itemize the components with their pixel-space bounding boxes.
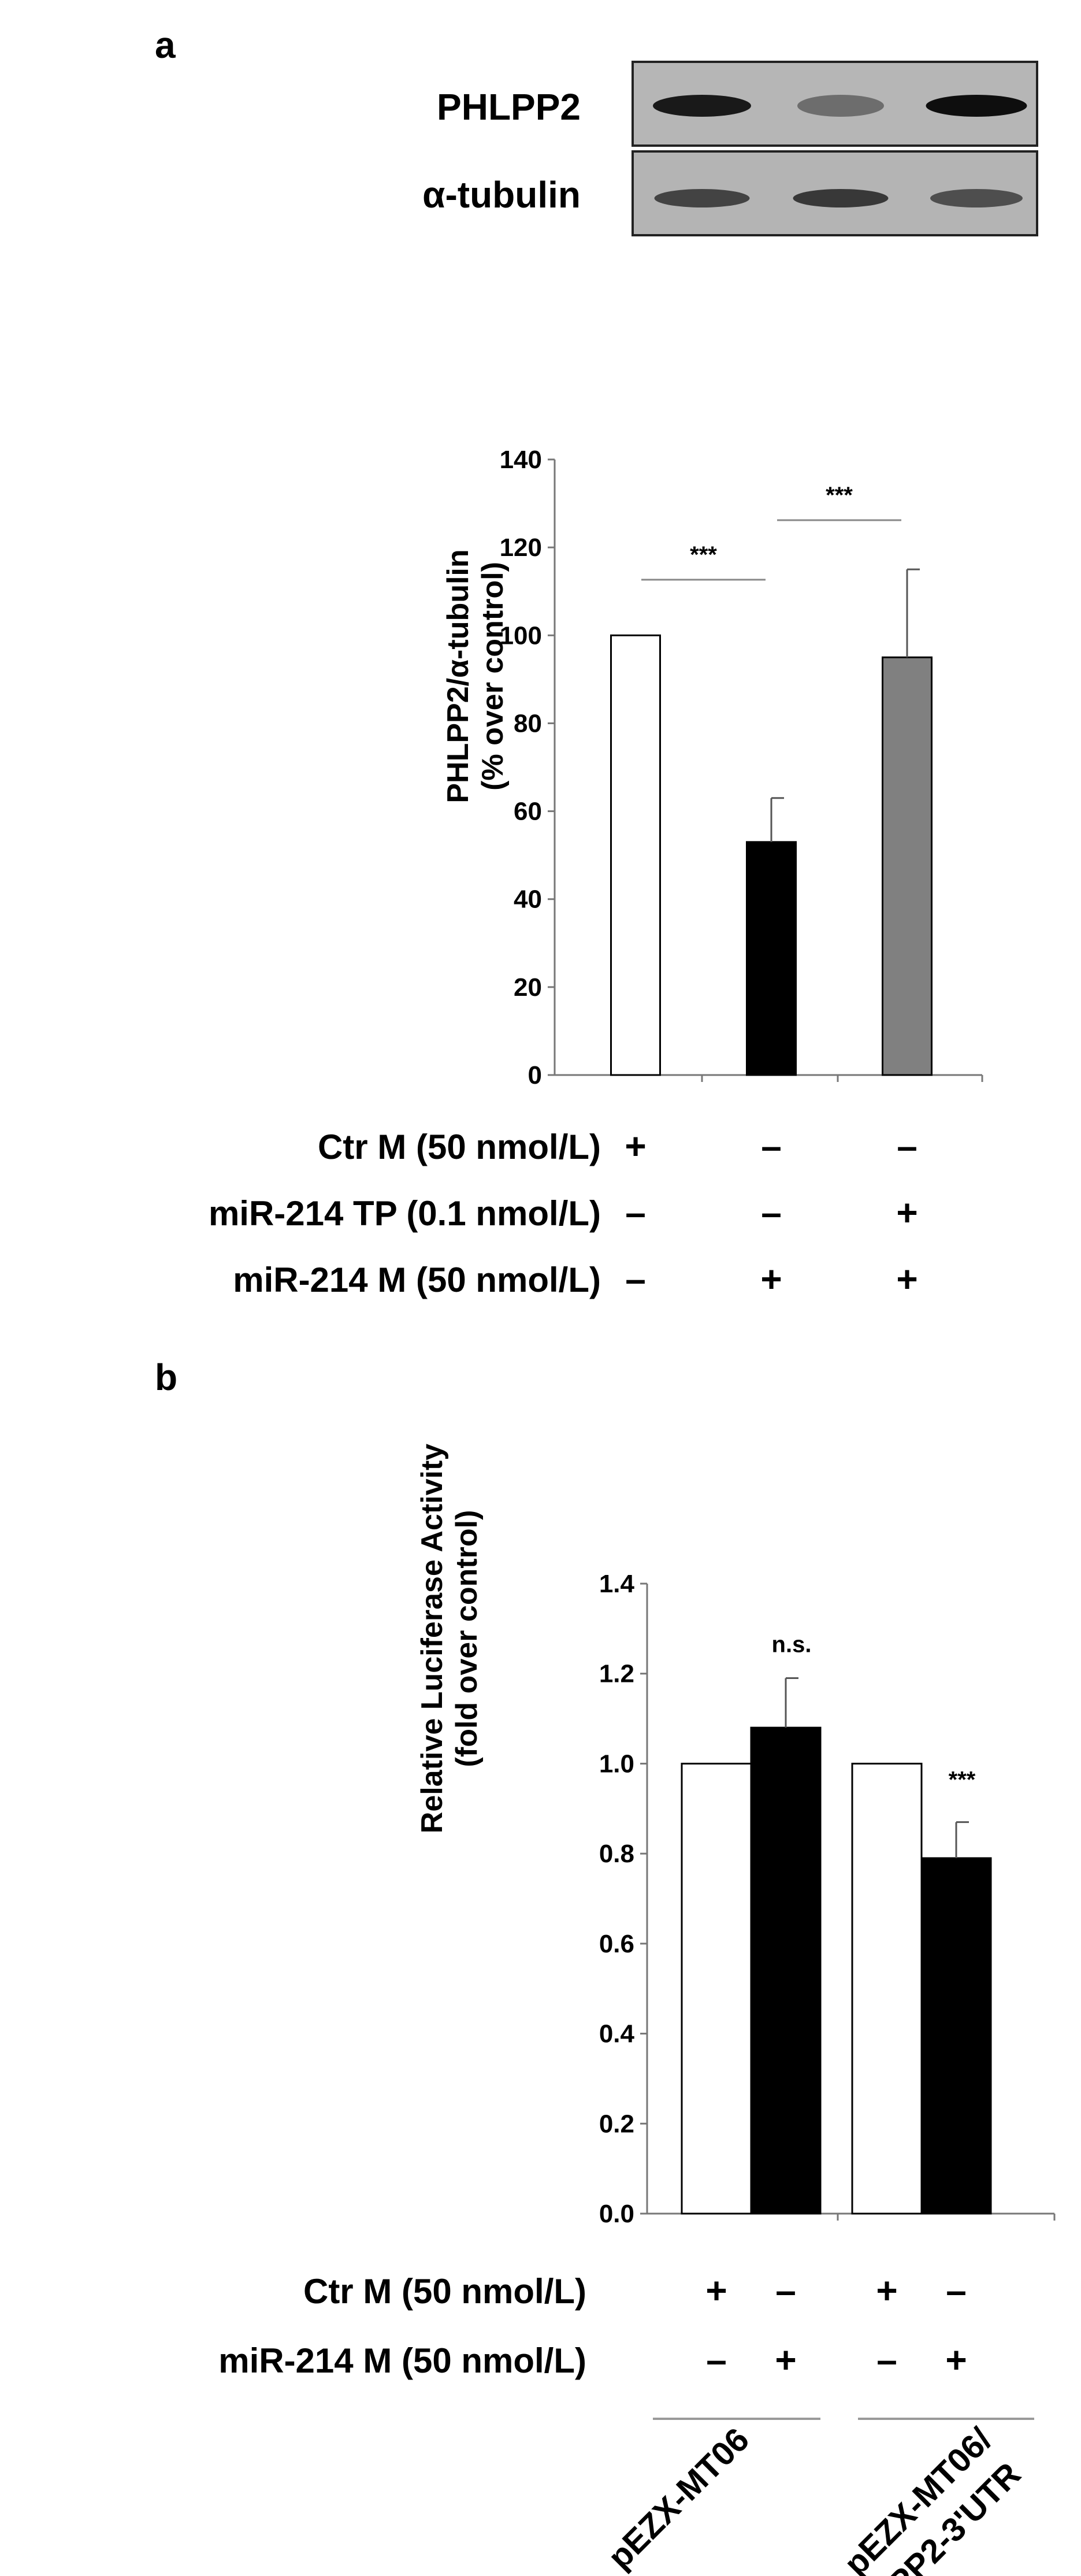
chart-b-ytick-label: 0.0: [599, 2200, 634, 2228]
chart-a-condition-sign-1-2: +: [896, 1192, 917, 1233]
chart-b-ytick-label: 0.6: [599, 1930, 634, 1958]
chart-a-condition-sign-1-0: –: [625, 1192, 646, 1233]
chart-b-condition-sign-1-2: –: [876, 2339, 897, 2381]
blot-band-0-1: [797, 95, 884, 117]
chart-a-ytick-label: 0: [528, 1061, 542, 1089]
blot-bands: [653, 95, 1027, 207]
chart-a-condition-sign-0-2: –: [897, 1125, 917, 1167]
chart-b-condition-sign-0-2: +: [876, 2270, 897, 2311]
chart-b-ytick-label: 1.2: [599, 1660, 634, 1688]
chart-a-conditions: Ctr M (50 nmol/L) + – –miR-214 TP (0.1 nmol…: [209, 1125, 918, 1300]
chart-a-bar-0: [610, 634, 661, 1076]
blot-label-tubulin: α-tubulin: [422, 174, 581, 216]
chart-a-sig-label-1: ***: [826, 483, 853, 508]
chart-b-condition-sign-0-1: –: [775, 2270, 796, 2311]
panel-b-letter: b: [155, 1356, 177, 1398]
chart-b-condition-sign-1-0: –: [706, 2339, 727, 2381]
chart-b-condition-sign-1-3: +: [945, 2339, 967, 2381]
chart-a-condition-sign-2-1: +: [760, 1258, 782, 1300]
blot-band-0-2: [926, 95, 1027, 117]
chart-b-annotation-1: ***: [949, 1767, 976, 1793]
chart-b-ytick-label: 0.8: [599, 1840, 634, 1868]
group-label-0-0: pEZX-MT06: [601, 2421, 756, 2576]
chart-a-condition-sign-2-0: –: [625, 1258, 646, 1300]
chart-b-groups: pEZX-MT06 pEZX-MT06/PHLPP2-3'UTR: [601, 2418, 1034, 2576]
chart-a-sig-label-0: ***: [690, 542, 717, 568]
blot-band-0-0: [653, 95, 751, 117]
chart-b-condition-sign-1-1: +: [775, 2339, 796, 2381]
chart-b-bar-2: [851, 1762, 923, 2215]
chart-b-ytick-label: 0.4: [599, 2020, 635, 2048]
chart-a-bar-2: [882, 656, 933, 1076]
chart-b-ytick-label: 0.2: [599, 2110, 634, 2138]
chart-a: PHLPP2/α-tubulin (% over control) 0 20 40 6…: [441, 446, 983, 1089]
chart-b-condition-label-1: miR-214 M (50 nmol/L): [218, 2341, 586, 2380]
chart-a-ytick-label: 20: [514, 973, 542, 1002]
chart-a-condition-sign-2-2: +: [896, 1258, 917, 1300]
chart-a-condition-sign-0-0: +: [625, 1125, 646, 1167]
chart-a-ytick-label: 60: [514, 798, 542, 826]
chart-a-ytick-label: 100: [500, 621, 542, 650]
chart-b-bar-1: [750, 1726, 822, 2215]
chart-a-condition-label-1: miR-214 TP (0.1 nmol/L): [209, 1194, 601, 1233]
chart-a-ylabel-line1: PHLPP2/α-tubulin: [441, 549, 475, 803]
blot-label-phlpp2: PHLPP2: [437, 86, 581, 128]
chart-a-condition-label-0: Ctr M (50 nmol/L): [318, 1128, 601, 1166]
chart-a-condition-sign-0-1: –: [761, 1125, 782, 1167]
chart-a-ytick-label: 80: [514, 709, 542, 737]
chart-a-ytick-label: 120: [500, 533, 542, 562]
chart-a-bar-1: [746, 841, 797, 1076]
chart-b-condition-sign-0-3: –: [946, 2270, 967, 2311]
chart-b: Relative Luciferase Activity (fold over …: [415, 1444, 1056, 2228]
panel-a-letter: a: [155, 24, 176, 66]
blot-band-1-2: [930, 189, 1023, 207]
chart-b-ylabel-line2: (fold over control): [450, 1510, 484, 1767]
chart-b-conditions: Ctr M (50 nmol/L) + – + – miR-214 M (50 nmol/…: [218, 2270, 967, 2381]
chart-b-bar-3: [920, 1857, 992, 2215]
chart-b-ytick-label: 1.0: [599, 1750, 634, 1778]
chart-a-ytick-label: 140: [500, 446, 542, 474]
chart-b-annotation-0: n.s.: [772, 1632, 812, 1658]
chart-a-condition-sign-1-1: –: [761, 1192, 782, 1233]
chart-b-condition-label-0: Ctr M (50 nmol/L): [303, 2272, 586, 2311]
chart-b-ytick-label: 1.4: [599, 1570, 635, 1598]
chart-a-ylabel-line2: (% over control): [476, 562, 510, 791]
chart-a-condition-label-2: miR-214 M (50 nmol/L): [233, 1261, 601, 1299]
blot-band-1-1: [793, 189, 889, 207]
chart-a-ytick-label: 40: [514, 885, 542, 914]
chart-b-condition-sign-0-0: +: [705, 2270, 727, 2311]
blot-band-1-0: [654, 189, 750, 207]
western-blot: PHLPP2 α-tubulin: [422, 61, 1038, 236]
chart-b-ylabel-line1: Relative Luciferase Activity: [415, 1444, 449, 1833]
chart-b-bar-0: [681, 1762, 752, 2215]
